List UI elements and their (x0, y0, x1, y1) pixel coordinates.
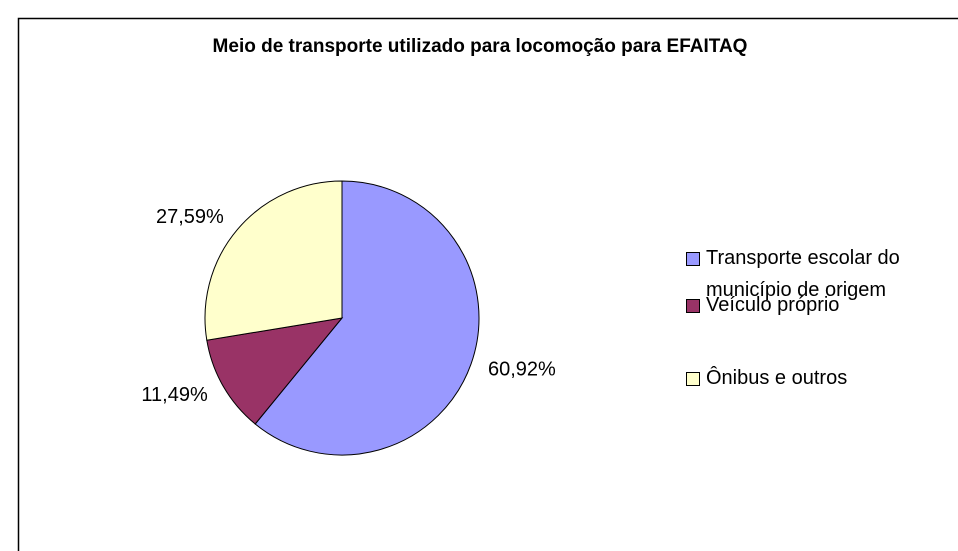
legend-item: Transporte escolar do município de orige… (686, 242, 958, 306)
data-label: 11,49% (141, 384, 208, 406)
data-label: 27,59% (156, 206, 224, 228)
pie-slice (206, 317, 344, 425)
chart-title: Meio de transporte utilizado para locomo… (213, 36, 748, 57)
legend-swatch (686, 252, 700, 266)
legend-swatch (686, 299, 700, 313)
legend-label: Ônibus e outros (706, 367, 848, 389)
pie-slice (254, 180, 480, 456)
legend-label: Transporte escolar do município de orige… (706, 247, 900, 301)
chart-frame (17, 17, 958, 551)
legend-label: Veículo próprio (706, 294, 840, 316)
legend-item: Ônibus e outros (686, 362, 958, 394)
legend-swatch (686, 372, 700, 386)
legend-item: Veículo próprio (686, 289, 958, 321)
pie-slice (204, 180, 343, 341)
data-label: 60,92% (488, 358, 556, 380)
